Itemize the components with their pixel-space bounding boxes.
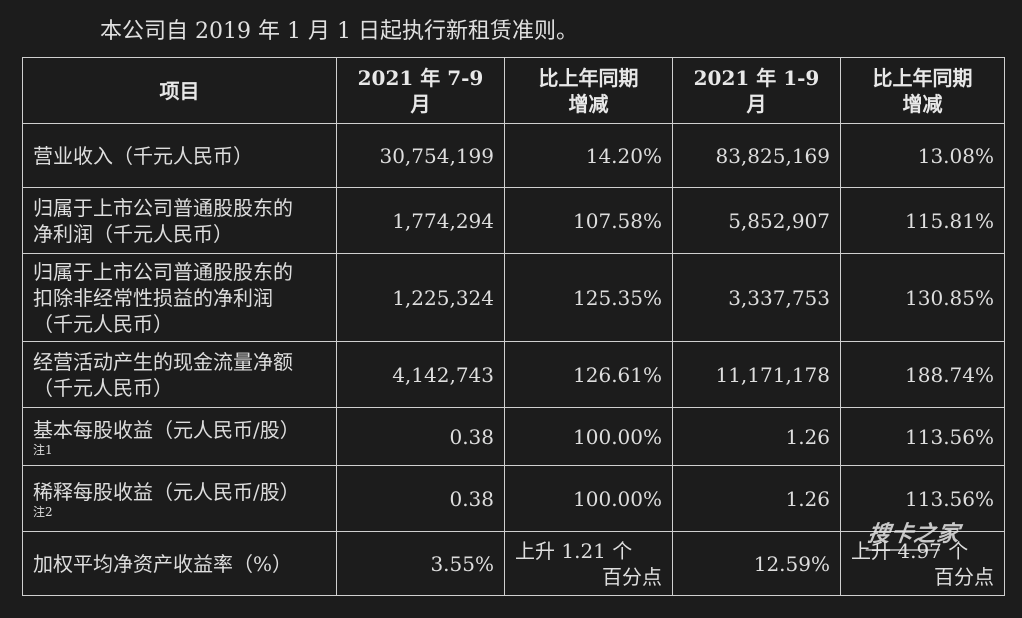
cell-q3-change: 107.58%	[504, 187, 673, 254]
cell-q3-value: 3.55%	[336, 531, 505, 596]
cell-q3-value: 1,774,294	[336, 187, 505, 254]
cell-q3-change: 126.61%	[504, 341, 673, 408]
table-row: 稀释每股收益（元人民币/股） 注2 0.38 100.00% 1.26 113.56%	[22, 465, 1005, 532]
header-q3-change: 比上年同期 增减	[504, 57, 673, 124]
row-note: 注2	[33, 504, 53, 519]
cell-q3-change: 125.35%	[504, 253, 673, 342]
cell-ytd-value: 12.59%	[672, 531, 841, 596]
header-item: 项目	[22, 57, 337, 124]
cell-ytd-change: 113.56%	[840, 465, 1005, 532]
cell-ytd-value: 83,825,169	[672, 123, 841, 188]
cell-q3-change: 100.00%	[504, 465, 673, 532]
row-item-label: 营业收入（千元人民币）	[22, 123, 337, 188]
header-row: 项目 2021 年 7-9 月 比上年同期 增减 2021 年 1-9 月 比上年…	[22, 57, 1005, 124]
table-row: 经营活动产生的现金流量净额 （千元人民币） 4,142,743 126.61% 11,1…	[22, 341, 1005, 408]
header-ytd-change: 比上年同期 增减	[840, 57, 1005, 124]
cell-ytd-change: 130.85%	[840, 253, 1005, 342]
cell-ytd-change: 188.74%	[840, 341, 1005, 408]
cell-ytd-change: 113.56%	[840, 407, 1005, 466]
row-item-label: 经营活动产生的现金流量净额 （千元人民币）	[22, 341, 337, 408]
intro-text: 本公司自 2019 年 1 月 1 日起执行新租赁准则。	[100, 19, 578, 44]
cell-ytd-value: 3,337,753	[672, 253, 841, 342]
table-row: 归属于上市公司普通股股东的 净利润（千元人民币） 1,774,294 107.58% 5…	[22, 187, 1005, 254]
row-item-label: 归属于上市公司普通股股东的 扣除非经常性损益的净利润 （千元人民币）	[22, 253, 337, 342]
cell-ytd-change: 上升 4.97 个百分点	[840, 531, 1005, 596]
row-item-label: 基本每股收益（元人民币/股） 注1	[22, 407, 337, 466]
cell-q3-value: 4,142,743	[336, 341, 505, 408]
row-item-label: 归属于上市公司普通股股东的 净利润（千元人民币）	[22, 187, 337, 254]
cell-q3-value: 0.38	[336, 407, 505, 466]
cell-q3-change: 100.00%	[504, 407, 673, 466]
table-row: 营业收入（千元人民币） 30,754,199 14.20% 83,825,169 13.…	[22, 123, 1005, 188]
cell-ytd-value: 5,852,907	[672, 187, 841, 254]
cell-q3-value: 30,754,199	[336, 123, 505, 188]
table-row: 基本每股收益（元人民币/股） 注1 0.38 100.00% 1.26 113.56%	[22, 407, 1005, 466]
row-note: 注1	[33, 442, 53, 457]
cell-q3-change: 14.20%	[504, 123, 673, 188]
table-row: 归属于上市公司普通股股东的 扣除非经常性损益的净利润 （千元人民币） 1,225,32…	[22, 253, 1005, 342]
row-item-label: 加权平均净资产收益率（%）	[22, 531, 337, 596]
financial-table: 项目 2021 年 7-9 月 比上年同期 增减 2021 年 1-9 月 比上年…	[22, 57, 1005, 596]
cell-ytd-change: 115.81%	[840, 187, 1005, 254]
cell-q3-value: 1,225,324	[336, 253, 505, 342]
row-item-label: 稀释每股收益（元人民币/股） 注2	[22, 465, 337, 532]
cell-ytd-value: 1.26	[672, 465, 841, 532]
cell-q3-value: 0.38	[336, 465, 505, 532]
header-ytd: 2021 年 1-9 月	[672, 57, 841, 124]
cell-ytd-change: 13.08%	[840, 123, 1005, 188]
table-row: 加权平均净资产收益率（%） 3.55% 上升 1.21 个百分点 12.59% 上升 4…	[22, 531, 1005, 596]
cell-ytd-value: 11,171,178	[672, 341, 841, 408]
cell-ytd-value: 1.26	[672, 407, 841, 466]
cell-q3-change: 上升 1.21 个百分点	[504, 531, 673, 596]
header-q3: 2021 年 7-9 月	[336, 57, 505, 124]
